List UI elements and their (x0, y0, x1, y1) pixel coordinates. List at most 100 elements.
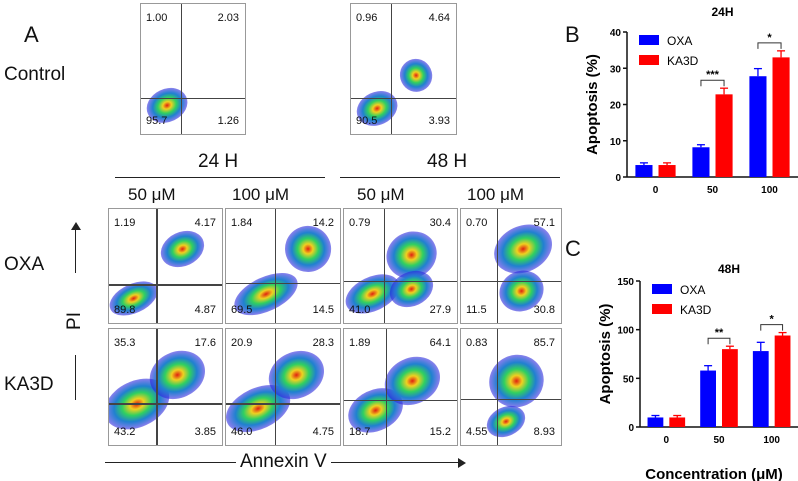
chart-title: 48H (718, 262, 740, 276)
quadrant-value-lr: 30.8 (533, 304, 555, 316)
quadrant-value-ll: 41.0 (349, 304, 371, 316)
quadrant-value-ur: 4.17 (194, 217, 216, 229)
quadrant-value-ll: 18.7 (349, 426, 371, 438)
quadrant-value-ll: 95.7 (146, 115, 168, 127)
x-tick-label: 50 (707, 185, 719, 196)
gate-line (275, 209, 277, 323)
gate-line (226, 403, 340, 405)
flow-plot-oxa-3: 0.70 57.1 11.5 30.8 (460, 208, 562, 324)
quadrant-value-ul: 0.83 (466, 337, 488, 349)
bar-ka3d (774, 335, 791, 427)
quadrant-value-ul: 35.3 (114, 337, 136, 349)
bar-ka3d (715, 94, 733, 177)
gate-line (156, 209, 158, 323)
x-tick-label: 100 (763, 435, 780, 446)
x-axis-label: Concentration (μM) (645, 466, 783, 481)
flow-plot-ka3d-0: 35.3 17.6 43.2 3.85 (108, 328, 223, 446)
quadrant-value-ll: 46.0 (231, 426, 253, 438)
y-tick-label: 0 (628, 423, 634, 434)
y-axis-label: Apoptosis (%) (584, 54, 601, 155)
quadrant-value-ur: 4.64 (428, 12, 450, 24)
pi-arrow (75, 228, 77, 273)
gate-line (180, 4, 182, 134)
bar-oxa (749, 76, 767, 177)
quadrant-value-ur: 28.3 (312, 337, 334, 349)
quadrant-value-ur: 17.6 (194, 337, 216, 349)
panel-label-c: C (565, 236, 581, 261)
y-axis-label: PI (63, 312, 85, 330)
quadrant-value-ul: 20.9 (231, 337, 253, 349)
row-label-control: Control (4, 64, 66, 85)
gate-line (344, 399, 457, 402)
quadrant-value-lr: 4.75 (312, 426, 334, 438)
quadrant-value-ul: 1.89 (349, 337, 371, 349)
x-tick-label: 100 (761, 185, 778, 196)
quadrant-value-ur: 57.1 (533, 217, 555, 229)
bar-ka3d (658, 165, 676, 177)
flow-plot-control-1: 0.96 4.64 90.5 3.93 (350, 3, 457, 135)
quadrant-value-lr: 14.5 (312, 304, 334, 316)
time-header-48h: 48 H (427, 151, 468, 172)
quadrant-value-ur: 30.4 (429, 217, 451, 229)
cell-density (154, 223, 211, 274)
flow-plot-control-0: 1.00 2.03 95.7 1.26 (140, 3, 246, 135)
row-label-oxa: OXA (4, 254, 45, 275)
x-tick-label: 50 (713, 435, 725, 446)
significance-bracket (700, 79, 725, 87)
bar-oxa (752, 351, 769, 427)
flow-plot-oxa-0: 1.19 4.17 89.8 4.87 (108, 208, 223, 324)
gate-line (390, 4, 393, 134)
chart-title: 24H (711, 5, 733, 19)
cell-density (394, 54, 438, 97)
flow-plot-oxa-1: 1.84 14.2 69.5 14.5 (225, 208, 341, 324)
bar-chart-24h: 24H 0 10 20 30 40 Apoptosis (%) 0 50 *** 100 * OXA KA… (584, 5, 798, 196)
significance-bracket (757, 42, 782, 49)
quadrant-value-ll: 4.55 (466, 426, 488, 438)
cell-density (481, 400, 531, 444)
dose-header: 50 μM (128, 185, 176, 204)
legend-swatch-oxa (652, 284, 672, 294)
quadrant-value-ll: 89.8 (114, 304, 136, 316)
time-header-24h: 24 H (198, 151, 239, 172)
bar-oxa (635, 165, 653, 177)
quadrant-value-ll: 11.5 (466, 304, 487, 316)
bar-oxa (647, 417, 664, 427)
y-tick-label: 100 (617, 326, 634, 337)
gate-line (351, 97, 456, 99)
y-tick-label: 10 (610, 137, 622, 148)
quadrant-value-ur: 2.03 (217, 12, 239, 24)
quadrant-value-lr: 8.93 (533, 426, 555, 438)
legend-swatch-ka3d (639, 55, 659, 65)
gate-line (156, 329, 158, 445)
bar-ka3d (772, 57, 790, 177)
arrow-right-icon (458, 458, 466, 468)
x-tick-label: 0 (664, 435, 670, 446)
x-tick-label: 0 (653, 185, 659, 196)
legend-swatch-ka3d (652, 304, 672, 314)
quadrant-value-ll: 43.2 (114, 426, 136, 438)
y-tick-label: 40 (610, 28, 622, 39)
gate-line (275, 329, 277, 445)
significance-label: *** (706, 69, 720, 81)
y-tick-label: 30 (610, 64, 622, 75)
quadrant-value-ul: 0.70 (466, 217, 488, 229)
divider (115, 177, 325, 179)
dose-header: 50 μM (357, 185, 405, 204)
dose-header: 100 μM (232, 185, 290, 204)
significance-bracket (707, 337, 731, 345)
gate-line (344, 280, 457, 283)
bar-ka3d (669, 417, 686, 427)
quadrant-value-ul: 1.84 (231, 217, 253, 229)
legend-swatch-oxa (639, 35, 659, 45)
flow-plot-ka3d-1: 20.9 28.3 46.0 4.75 (225, 328, 341, 446)
dose-header: 100 μM (467, 185, 525, 204)
legend-label: KA3D (667, 54, 699, 68)
y-tick-label: 150 (617, 277, 634, 288)
y-tick-label: 0 (615, 173, 621, 184)
arrow-up-icon (71, 222, 81, 230)
panel-label-b: B (565, 22, 580, 47)
x-axis-label: Annexin V (236, 451, 331, 473)
bar-ka3d (722, 349, 738, 427)
gate-line (383, 209, 385, 323)
significance-label: ** (715, 327, 724, 339)
